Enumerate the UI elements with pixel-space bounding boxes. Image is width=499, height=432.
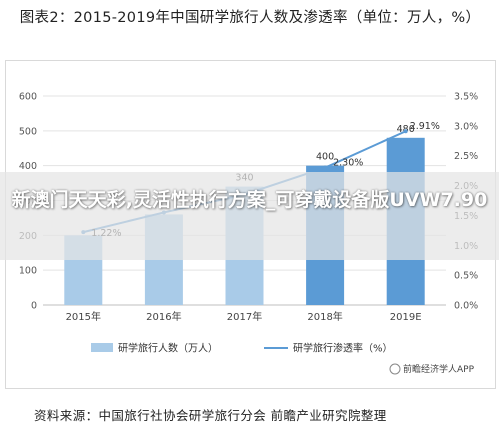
line-point xyxy=(403,129,408,134)
x-tick-label: 2017年 xyxy=(227,310,262,323)
line-data-label: 2.91% xyxy=(410,121,440,132)
y-right-tick-label: 3.5% xyxy=(454,92,478,103)
line-data-label: 2.30% xyxy=(333,158,363,169)
y-left-tick-label: 600 xyxy=(19,92,37,103)
y-left-tick-label: 500 xyxy=(19,126,37,137)
y-right-tick-label: 3.0% xyxy=(454,121,478,132)
y-left-tick-label: 100 xyxy=(19,266,37,277)
y-left-tick-label: 0 xyxy=(31,301,37,312)
chart-title: 图表2：2015-2019年中国研学旅行人数及渗透率（单位：万人，%） xyxy=(19,10,481,26)
overlay-text: 新澳门天天彩,灵活性执行方案_可穿戴设备版UVW7.90 xyxy=(11,189,488,211)
x-tick-label: 2016年 xyxy=(146,310,181,323)
y-right-tick-label: 0.0% xyxy=(454,301,478,312)
bar-data-label: 400 xyxy=(316,152,334,163)
x-tick-label: 2015年 xyxy=(66,310,101,323)
y-right-tick-label: 0.5% xyxy=(454,271,478,282)
watermark-text: 前瞻经济学人APP xyxy=(403,363,475,375)
y-right-tick-label: 2.5% xyxy=(454,151,478,162)
legend-line-label: 研学旅行渗透率（%） xyxy=(293,342,393,355)
x-tick-label: 2018年 xyxy=(307,310,342,323)
watermark-logo-icon xyxy=(389,363,401,375)
legend-bar-label: 研学旅行人数（万人） xyxy=(118,342,218,355)
x-tick-label: 2019E xyxy=(390,312,422,323)
source-note: 资料来源：中国旅行社协会研学旅行分会 前瞻产业研究院整理 xyxy=(34,408,387,423)
legend-bar-swatch xyxy=(91,343,113,352)
overlay-banner: 新澳门天天彩,灵活性执行方案_可穿戴设备版UVW7.90 xyxy=(0,172,499,260)
line-point xyxy=(323,165,328,170)
y-left-tick-label: 400 xyxy=(19,161,37,172)
